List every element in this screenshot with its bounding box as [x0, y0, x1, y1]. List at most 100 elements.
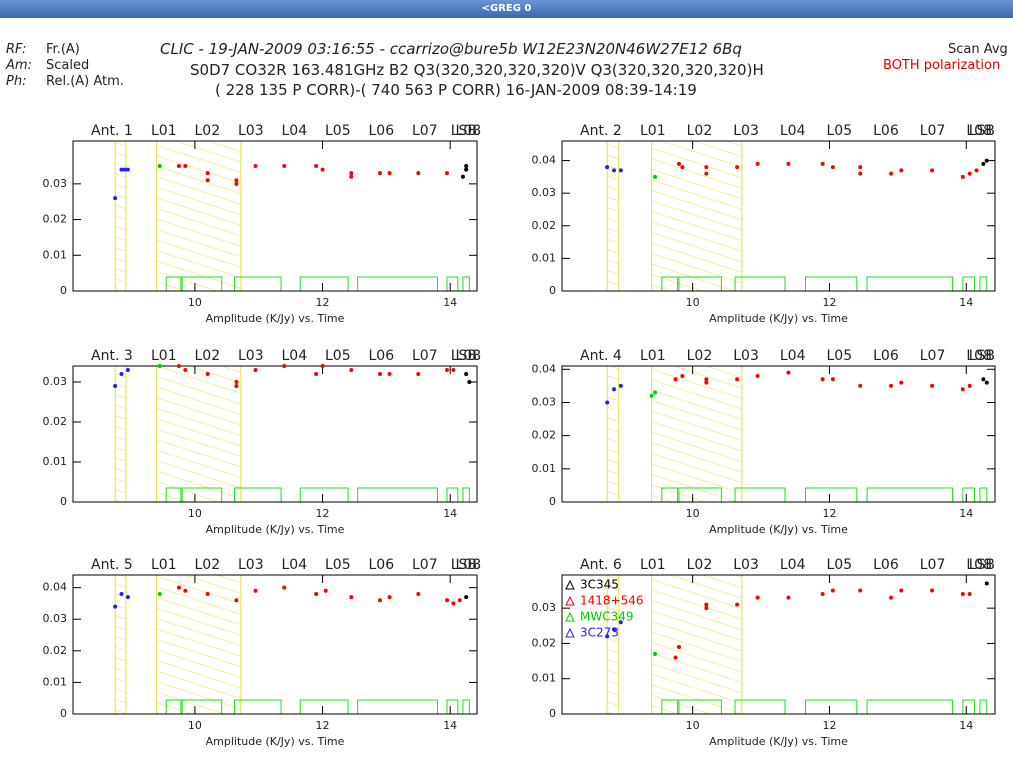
- data-point: [205, 178, 210, 183]
- hatch-region: [156, 574, 242, 715]
- y-tick-label: 0.03: [43, 177, 68, 190]
- band-label: L05: [826, 348, 852, 364]
- hatch-region: [156, 365, 242, 503]
- y-tick-label: 0.02: [43, 415, 68, 428]
- header-key: Ph:: [6, 74, 27, 89]
- flag-box: [979, 699, 988, 715]
- flag-box: [462, 699, 470, 715]
- data-point: [113, 196, 118, 201]
- header-line: ( 228 135 P CORR)-( 740 563 P CORR) 16-J…: [215, 81, 697, 99]
- data-point: [205, 372, 210, 376]
- data-point: [735, 165, 740, 170]
- band-label: L06: [369, 557, 395, 573]
- data-point: [416, 591, 421, 596]
- data-point: [253, 368, 258, 372]
- band-label: L04: [780, 123, 806, 139]
- header-key: Am:: [6, 58, 32, 73]
- data-point: [445, 598, 450, 603]
- data-point: [320, 167, 325, 172]
- data-point: [125, 368, 130, 372]
- header-line: S0D7 CO32R 163.481GHz B2 Q3(320,320,320,…: [190, 61, 764, 79]
- y-tick-label: 0.04: [532, 362, 557, 375]
- data-point: [755, 373, 760, 378]
- x-tick-label: 12: [316, 507, 330, 520]
- data-point: [786, 161, 791, 166]
- data-point: [253, 164, 258, 168]
- flag-box: [357, 276, 438, 292]
- data-point: [830, 588, 835, 593]
- legend-label: 3C273: [580, 626, 619, 640]
- data-point: [984, 380, 989, 385]
- band-label: L08: [456, 348, 482, 364]
- y-tick-label: 0: [549, 284, 556, 297]
- x-tick-label: 12: [822, 507, 836, 520]
- band-label: L04: [780, 348, 806, 364]
- y-tick-label: 0: [60, 284, 67, 297]
- header-value: Scaled: [46, 58, 90, 73]
- data-point: [984, 581, 989, 586]
- data-point: [605, 165, 610, 170]
- x-tick-label: 12: [822, 296, 836, 309]
- data-point: [464, 595, 469, 600]
- data-point: [653, 174, 658, 179]
- data-point: [349, 171, 354, 176]
- panel-title: Ant. 3: [91, 348, 133, 364]
- sideband-label: LSB: [451, 348, 477, 364]
- flag-box: [734, 699, 786, 715]
- data-point: [653, 652, 658, 657]
- x-tick-label: 14: [443, 507, 457, 520]
- data-point: [820, 592, 825, 597]
- data-point: [234, 181, 239, 186]
- band-label: L06: [873, 348, 899, 364]
- flag-box: [734, 276, 786, 292]
- band-label: L01: [151, 123, 177, 139]
- data-point: [183, 164, 188, 168]
- y-tick-label: 0.02: [532, 429, 557, 442]
- data-point: [157, 591, 162, 596]
- data-point: [445, 368, 450, 372]
- data-point: [618, 620, 623, 625]
- x-tick-label: 14: [443, 719, 457, 732]
- data-point: [673, 377, 678, 382]
- data-point: [464, 164, 469, 168]
- data-point: [858, 171, 863, 176]
- hatch-region: [651, 574, 743, 715]
- band-label: L04: [282, 557, 308, 573]
- data-point: [253, 588, 258, 593]
- header-key: RF:: [6, 42, 27, 57]
- data-point: [899, 380, 904, 385]
- x-tick-label: 12: [822, 719, 836, 732]
- band-label: L05: [325, 348, 351, 364]
- data-point: [234, 598, 239, 603]
- data-point: [704, 606, 709, 611]
- y-tick-label: 0.04: [532, 154, 557, 167]
- data-point: [680, 373, 685, 378]
- band-label: L06: [369, 348, 395, 364]
- x-tick-label: 14: [443, 296, 457, 309]
- flag-box: [233, 276, 282, 292]
- data-point: [899, 168, 904, 173]
- plot-frame: [72, 365, 478, 503]
- band-label: L06: [369, 123, 395, 139]
- flag-box: [233, 487, 282, 503]
- data-point: [451, 601, 456, 606]
- data-point: [282, 585, 287, 590]
- data-point: [445, 171, 450, 176]
- data-point: [755, 161, 760, 166]
- flag-box: [299, 276, 349, 292]
- flag-box: [462, 487, 470, 503]
- data-point: [605, 400, 610, 405]
- data-point: [820, 161, 825, 166]
- data-point: [930, 588, 935, 593]
- flag-box: [962, 276, 975, 292]
- data-point: [960, 592, 965, 597]
- y-tick-label: 0.02: [532, 219, 557, 232]
- band-label: L02: [687, 348, 713, 364]
- flag-box: [446, 699, 459, 715]
- data-point: [234, 178, 239, 183]
- flag-box: [805, 487, 858, 503]
- data-point: [467, 380, 472, 384]
- data-point: [113, 384, 118, 388]
- data-point: [930, 383, 935, 388]
